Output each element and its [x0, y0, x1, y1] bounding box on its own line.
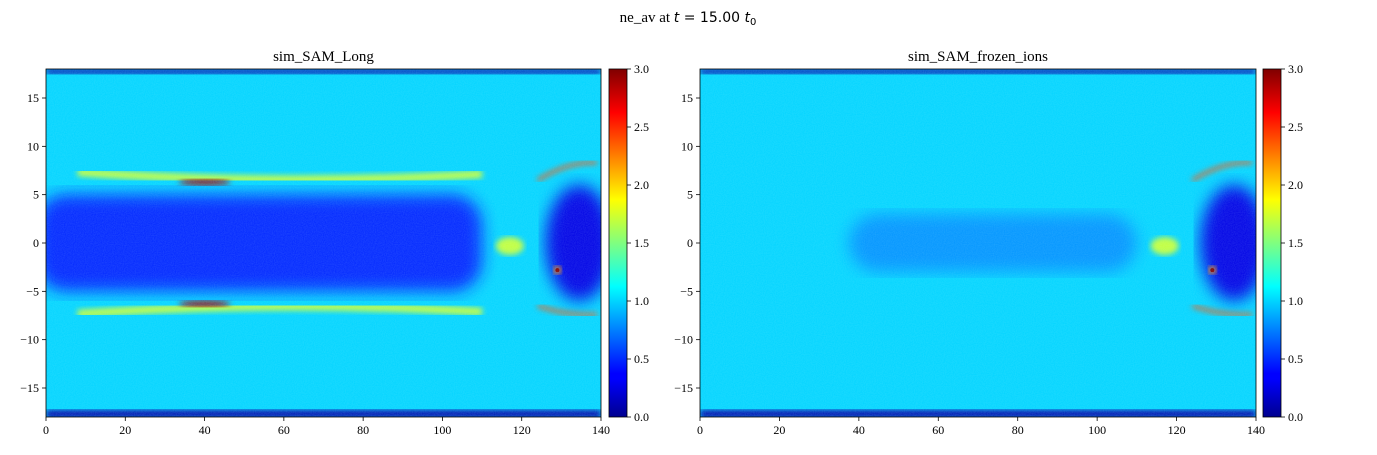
colorbar-tick-label: 1.0 — [1288, 294, 1303, 308]
x-tick-label: 120 — [513, 423, 531, 437]
colorbar-tick-label: 0.0 — [634, 410, 649, 424]
colorbar-tick-label: 3.0 — [1288, 62, 1303, 76]
speckle-texture — [46, 69, 601, 417]
colorbar-tick-label: 1.5 — [634, 236, 649, 250]
x-tick-label: 40 — [853, 423, 865, 437]
suptitle-t0-subscript: 0 — [750, 17, 756, 28]
x-tick-label: 60 — [932, 423, 944, 437]
y-tick-label: 10 — [27, 139, 39, 153]
heatmap-image — [700, 69, 1256, 417]
colorbar-tick-label: 0.5 — [634, 352, 649, 366]
y-tick-label: 10 — [681, 139, 693, 153]
y-tick-label: 5 — [687, 188, 693, 202]
x-tick-label: 120 — [1168, 423, 1186, 437]
y-tick-label: 15 — [27, 91, 39, 105]
y-tick-label: −5 — [26, 284, 39, 298]
heatmap-panel-1: sim_SAM_Long 0 20 40 60 80 100 120 140 15 10 5 0 −5 −1… — [20, 49, 649, 437]
suptitle-eq: = 15.00 — [679, 10, 744, 26]
colorbar-tick-label: 0.5 — [1288, 352, 1303, 366]
suptitle-t0: t — [744, 10, 750, 26]
y-tick-label: −5 — [680, 284, 693, 298]
colorbar-tick-label: 2.5 — [1288, 120, 1303, 134]
suptitle-prefix: ne_av at — [620, 10, 674, 26]
speckle-texture — [700, 69, 1256, 417]
colorbar-tick-label: 2.0 — [634, 178, 649, 192]
x-tick-label: 140 — [1247, 423, 1265, 437]
x-tick-label: 80 — [357, 423, 369, 437]
x-tick-label: 100 — [1088, 423, 1106, 437]
x-tick-label: 0 — [697, 423, 703, 437]
y-tick-label: −10 — [20, 333, 39, 347]
panel-title: sim_SAM_frozen_ions — [908, 49, 1048, 65]
suptitle-t: t — [674, 10, 680, 26]
y-tick-label: 0 — [687, 236, 693, 250]
x-tick-label: 60 — [278, 423, 290, 437]
y-tick-label: 15 — [681, 91, 693, 105]
x-tick-label: 100 — [433, 423, 451, 437]
colorbar-tick-label: 1.0 — [634, 294, 649, 308]
colorbar-tick-label: 3.0 — [634, 62, 649, 76]
colorbar — [608, 68, 628, 418]
colorbar-tick-label: 2.5 — [634, 120, 649, 134]
figure-suptitle: ne_av at t = 15.00 t0 — [620, 10, 757, 28]
y-tick-label: 5 — [33, 188, 39, 202]
colorbar-tick-label: 2.0 — [1288, 178, 1303, 192]
panel-title: sim_SAM_Long — [273, 49, 374, 65]
y-tick-label: 0 — [33, 236, 39, 250]
y-tick-label: −10 — [674, 333, 693, 347]
x-tick-label: 40 — [199, 423, 211, 437]
colorbar-tick-label: 0.0 — [1288, 410, 1303, 424]
colorbar-tick-label: 1.5 — [1288, 236, 1303, 250]
x-tick-label: 140 — [592, 423, 610, 437]
x-tick-label: 20 — [119, 423, 131, 437]
y-tick-label: −15 — [20, 381, 39, 395]
y-tick-label: −15 — [674, 381, 693, 395]
colorbar — [1262, 68, 1282, 418]
x-tick-label: 20 — [773, 423, 785, 437]
x-tick-label: 0 — [43, 423, 49, 437]
heatmap-image — [46, 69, 601, 417]
x-tick-label: 80 — [1012, 423, 1024, 437]
